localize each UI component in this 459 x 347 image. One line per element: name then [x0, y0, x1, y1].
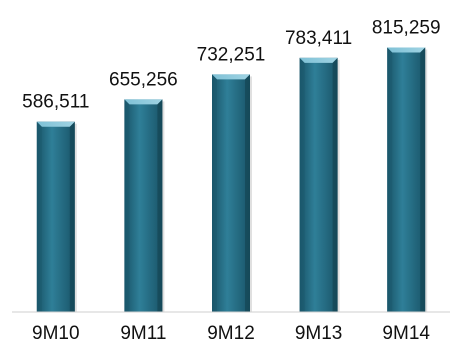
bar-left-edge [299, 57, 305, 312]
bar-right-edge [157, 99, 163, 313]
bar-9M10 [36, 121, 77, 312]
bar-right-edge [332, 57, 338, 312]
bar-9M13 [299, 57, 340, 312]
data-labels: 586,511 655,256 732,251 783,411 815,259 [22, 17, 440, 112]
data-label-9M12: 732,251 [197, 44, 266, 65]
bar-body [124, 99, 163, 313]
bar-top-bevel [212, 74, 250, 80]
bar-top-bevel [36, 121, 75, 127]
data-label-9M11: 655,256 [109, 69, 178, 90]
bar-left-edge [212, 74, 217, 312]
x-tick-labels: 9M10 9M11 9M12 9M13 9M14 [32, 323, 430, 344]
data-label-9M10: 586,511 [22, 92, 89, 113]
bar-left-edge [124, 99, 130, 313]
bars-layer [36, 47, 428, 313]
bar-top-bevel [387, 47, 426, 53]
bar-left-edge [36, 121, 42, 312]
bar-body [299, 57, 338, 312]
bar-body [387, 47, 426, 313]
bar-top-bevel [299, 57, 338, 63]
bar-body [36, 121, 75, 312]
x-tick-label-9M13: 9M13 [295, 323, 343, 344]
bar-left-edge [387, 47, 393, 313]
x-tick-label-9M14: 9M14 [382, 323, 430, 344]
bar-right-edge [420, 47, 426, 313]
data-label-9M13: 783,411 [285, 28, 352, 49]
bar-9M14 [387, 47, 428, 313]
bar-top-bevel [124, 99, 163, 105]
bar-9M11 [124, 99, 165, 313]
bar-right-edge [69, 121, 75, 312]
x-tick-label-9M12: 9M12 [207, 323, 255, 344]
bar-body [212, 74, 250, 312]
x-tick-label-9M11: 9M11 [120, 323, 166, 344]
data-label-9M14: 815,259 [372, 17, 441, 38]
bar-9M12 [212, 74, 252, 312]
x-tick-label-9M10: 9M10 [32, 323, 80, 344]
bar-right-edge [245, 74, 250, 312]
